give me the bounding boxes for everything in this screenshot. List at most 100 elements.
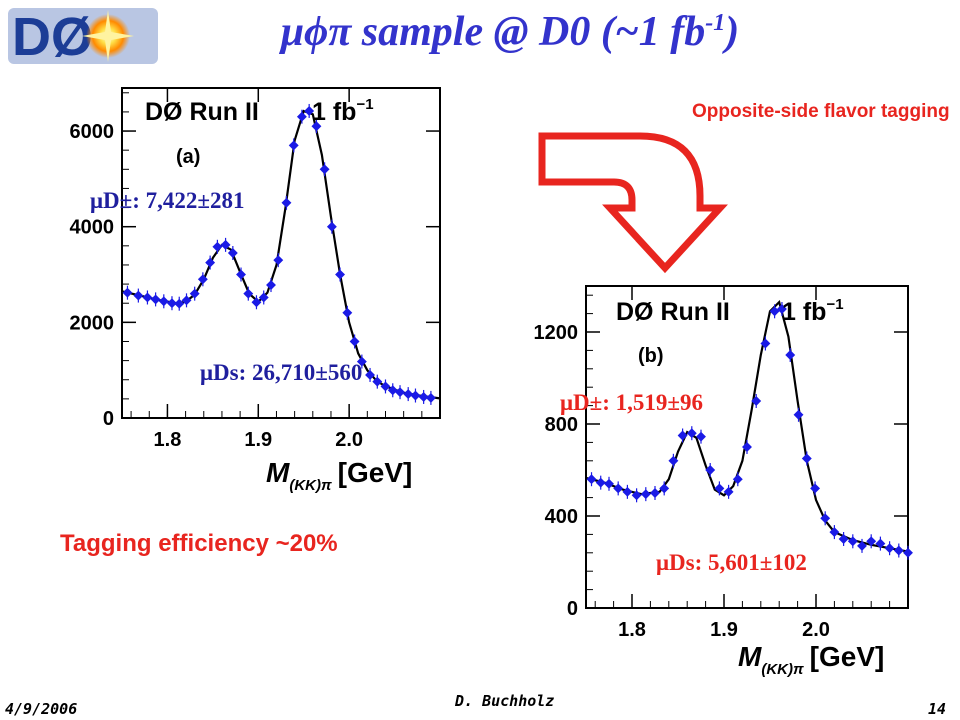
- logo-text: DØ: [12, 7, 93, 67]
- data-point: [189, 288, 200, 299]
- data-point: [227, 248, 238, 258]
- data-point: [696, 431, 706, 442]
- arrow-caption: Opposite-side flavor tagging: [692, 101, 950, 122]
- data-point: [197, 274, 208, 285]
- y-tick-label: 1200: [534, 322, 579, 344]
- lumi-label: 1 fb−1: [782, 296, 844, 326]
- x-axis-title-unit: [GeV]: [810, 641, 885, 672]
- x-tick-label: 1.9: [710, 619, 738, 641]
- data-point: [150, 294, 161, 305]
- lumi-label-value: 1 fb: [312, 98, 356, 126]
- y-tick-labels: 0 2000 4000 6000: [70, 121, 115, 430]
- data-point: [829, 527, 840, 538]
- flavor-tagging-arrow: [538, 132, 728, 274]
- data-point: [403, 389, 414, 400]
- data-point: [342, 307, 353, 318]
- data-point: [243, 288, 254, 299]
- logo-star-rays: [82, 10, 134, 62]
- x-tick-label: 1.8: [618, 619, 646, 641]
- dplus-yield-label: μD±: 7,422±281: [90, 188, 245, 213]
- data-point: [281, 197, 292, 208]
- data-point: [604, 478, 614, 489]
- d0-logo: DØ: [8, 7, 158, 67]
- y-tick-label: 4000: [70, 217, 115, 239]
- dplus-yield-label: μD±: 1,519±96: [560, 390, 703, 415]
- x-tick-label: 1.8: [154, 429, 182, 451]
- x-axis-title-m: M: [738, 641, 762, 672]
- data-point: [785, 350, 796, 360]
- slide-title-end: ): [725, 9, 740, 55]
- data-point: [174, 298, 185, 309]
- y-tick-label: 2000: [70, 312, 115, 334]
- axis-ticks: [586, 286, 908, 609]
- slide-title-sup: -1: [705, 10, 726, 36]
- x-tick-labels: 1.8 1.9 2.0: [154, 429, 364, 451]
- experiment-label: DØ Run II: [145, 98, 259, 126]
- footer-date: 4/9/2006: [5, 700, 78, 718]
- x-axis-title: M(KK)π [GeV]: [266, 457, 412, 494]
- y-tick-label: 0: [103, 408, 114, 430]
- data-point: [167, 298, 177, 309]
- data-point: [410, 390, 421, 401]
- data-point: [650, 488, 660, 498]
- data-point: [875, 538, 886, 549]
- data-point: [220, 239, 231, 250]
- data-point: [181, 295, 192, 306]
- lumi-label-sup: −1: [826, 296, 843, 313]
- chart-b: 0 400 800 1200 1.8 1.9 2.0 DØ Run II 1 fb−1 (…: [534, 285, 913, 678]
- data-point: [356, 356, 367, 367]
- axis-ticks: [122, 88, 440, 419]
- slide-title: μϕπ sample @ D0 (~1 fb-1): [200, 8, 820, 56]
- arrow-shape: [538, 132, 728, 274]
- panel-label: (a): [176, 146, 200, 168]
- y-tick-label: 400: [545, 506, 578, 528]
- ds-yield-label: μDs: 5,601±102: [656, 550, 807, 575]
- data-point: [349, 336, 360, 347]
- data-point: [425, 392, 436, 403]
- x-tick-label: 2.0: [802, 619, 830, 641]
- x-axis-title-unit: [GeV]: [338, 457, 413, 488]
- data-point: [236, 269, 246, 280]
- x-tick-label: 1.9: [244, 429, 272, 451]
- data-point: [742, 442, 752, 452]
- data-point: [326, 221, 337, 232]
- data-point: [893, 545, 904, 556]
- data-point: [820, 513, 831, 524]
- data-point: [857, 540, 867, 551]
- footer-author: D. Buchholz: [455, 692, 555, 710]
- data-point: [884, 543, 895, 554]
- data-point: [418, 392, 429, 402]
- lumi-label-sup: −1: [356, 96, 373, 113]
- data-point: [212, 241, 223, 252]
- x-axis-title: M(KK)π [GeV]: [738, 641, 884, 678]
- experiment-label: DØ Run II: [616, 298, 730, 326]
- y-tick-labels: 0 400 800 1200: [534, 322, 579, 620]
- data-point: [205, 257, 216, 268]
- data-point: [866, 536, 877, 547]
- data-point: [365, 370, 375, 380]
- x-axis-title-sub: (KK)π: [761, 661, 804, 678]
- data-point: [801, 453, 812, 464]
- x-axis-title-m: M: [266, 457, 290, 488]
- y-tick-label: 800: [545, 414, 578, 436]
- data-points: [586, 302, 913, 560]
- data-point: [395, 387, 405, 398]
- tagging-efficiency-text: Tagging efficiency ~20%: [60, 530, 338, 557]
- data-point: [903, 547, 913, 558]
- panel-label: (b): [638, 345, 664, 367]
- chart-a: 0 2000 4000 6000 1.8 1.9 2.0 DØ Run II 1 fb−1…: [70, 87, 441, 494]
- data-point: [372, 376, 383, 387]
- data-point: [847, 536, 858, 547]
- x-tick-labels: 1.8 1.9 2.0: [618, 619, 830, 641]
- data-point: [142, 292, 153, 303]
- x-tick-label: 2.0: [335, 429, 363, 451]
- x-axis-title-sub: (KK)π: [289, 477, 332, 494]
- data-point: [266, 280, 276, 290]
- data-point: [335, 269, 346, 280]
- data-point: [793, 409, 804, 420]
- data-point: [387, 385, 398, 396]
- ds-yield-label: μDs: 26,710±560: [200, 360, 362, 385]
- data-point: [380, 381, 391, 392]
- lumi-label-value: 1 fb: [782, 298, 826, 326]
